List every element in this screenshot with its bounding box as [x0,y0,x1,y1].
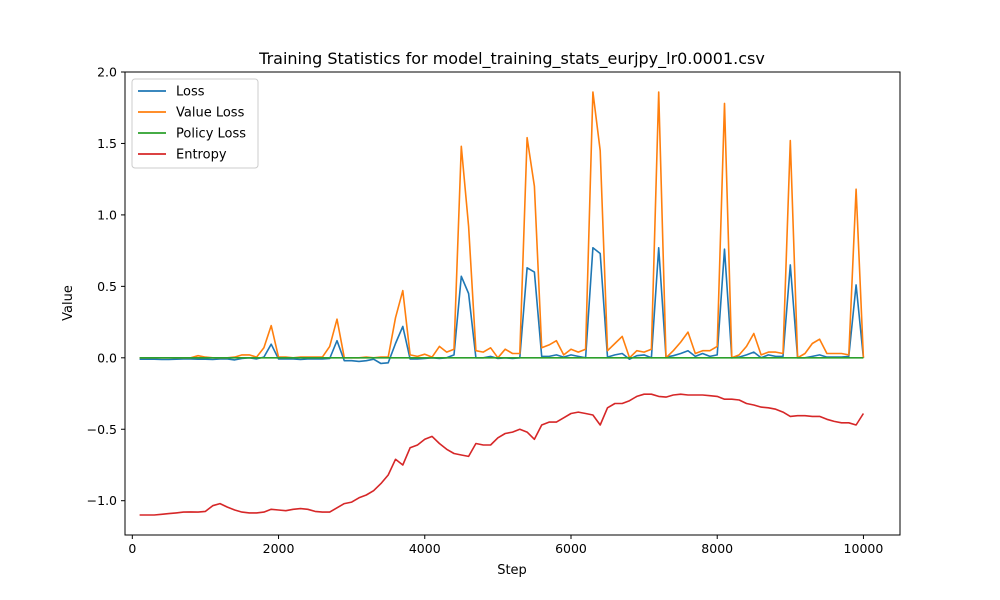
legend-label: Entropy [176,148,227,163]
chart-title: Training Statistics for model_training_s… [258,49,765,69]
y-tick-label: 0.5 [97,279,117,294]
series-layer [139,91,865,516]
series-line-loss [139,247,865,365]
series-line-entropy [139,393,865,516]
y-tick-label: 2.0 [97,65,117,80]
y-tick-label: 1.0 [97,207,117,222]
legend: Loss Value Loss Policy Loss Entropy [131,78,259,169]
x-tick-label: 6000 [555,541,587,556]
y-tick-label: 1.5 [97,136,117,151]
plot-frame [124,71,901,536]
y-tick-label: −0.5 [87,422,117,437]
x-tick-label: 8000 [701,541,733,556]
x-tick-label: 4000 [409,541,441,556]
y-tick-label: −1.0 [87,493,117,508]
x-tick-label: 0 [128,541,136,556]
x-tick-label: 10000 [844,541,884,556]
x-tick-label: 2000 [263,541,295,556]
series-line-value-loss [139,91,865,359]
y-axis-ticks: −1.0 −0.5 0.0 0.5 1.0 1.5 2.0 [87,65,125,508]
legend-label: Policy Loss [176,127,246,142]
x-axis-label: Step [497,563,527,578]
y-axis-label: Value [61,285,76,321]
legend-label: Loss [176,85,205,100]
legend-label: Value Loss [176,106,245,121]
x-axis-ticks: 0 2000 4000 6000 8000 10000 [128,535,883,556]
legend-box [131,78,259,169]
y-tick-label: 0.0 [97,350,117,365]
